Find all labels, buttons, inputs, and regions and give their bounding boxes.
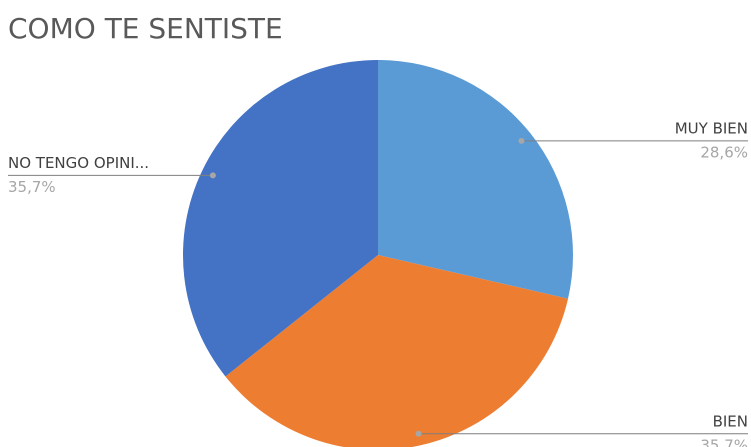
slice-label: MUY BIEN bbox=[675, 119, 748, 137]
slice-label: NO TENGO OPINI... bbox=[8, 154, 149, 172]
leader-dot bbox=[209, 172, 216, 179]
slice-value: 28,6% bbox=[700, 143, 748, 161]
leader-dot bbox=[518, 137, 525, 144]
pie-slice bbox=[183, 60, 378, 377]
slice-label: BIEN bbox=[713, 412, 748, 430]
leader-dot bbox=[415, 430, 422, 437]
pie-slice bbox=[378, 60, 573, 299]
pie-slice bbox=[225, 255, 569, 447]
slice-value: 35,7% bbox=[8, 178, 56, 196]
chart-title: COMO TE SENTISTE bbox=[8, 12, 283, 45]
slice-value: 35,7% bbox=[700, 436, 748, 447]
